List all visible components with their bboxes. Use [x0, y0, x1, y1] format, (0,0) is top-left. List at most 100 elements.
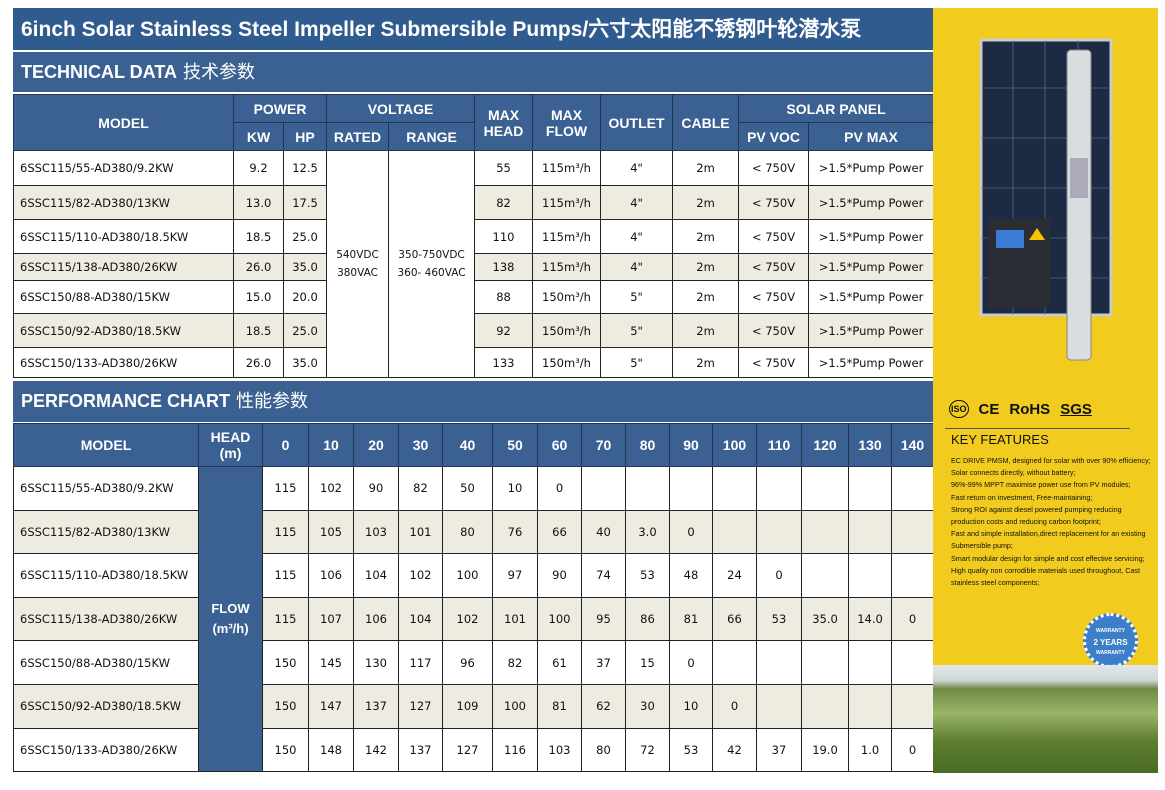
flow-value-cell [756, 509, 802, 555]
flow-value-cell: 66 [712, 596, 757, 642]
cell: 5" [600, 313, 674, 348]
col-model: MODEL [13, 94, 234, 151]
model-cell: 6SSC115/82-AD380/13KW [13, 509, 199, 555]
flow-value-cell: 37 [581, 640, 626, 685]
cell: < 750V [738, 313, 810, 348]
cell: < 750V [738, 219, 810, 254]
flow-value-cell: 107 [308, 596, 354, 642]
flow-value-cell [756, 640, 802, 685]
flow-value-cell: 104 [398, 596, 443, 642]
flow-value-cell: 109 [442, 683, 493, 729]
flow-value-cell: 95 [581, 596, 626, 642]
head-col: 60 [537, 423, 582, 467]
cell: 2m [672, 253, 740, 281]
flow-value-cell [801, 683, 849, 729]
flow-value-cell [669, 466, 713, 511]
cell: 150m³/h [532, 280, 602, 314]
flow-value-cell: 101 [398, 509, 443, 555]
cell: 6SSC115/110-AD380/18.5KW [13, 219, 234, 254]
certifications: ISO CE RoHS SGS [949, 400, 1092, 418]
head-col: 40 [442, 423, 493, 467]
feature-item: Smart modular design for simple and cost… [951, 553, 1145, 563]
head-col: 140 [891, 423, 934, 467]
flow-value-cell: 24 [712, 553, 757, 598]
cell: < 750V [738, 150, 810, 186]
flow-value-cell: 90 [537, 553, 582, 598]
cell: 5" [600, 347, 674, 378]
flow-value-cell: 61 [537, 640, 582, 685]
cell: < 750V [738, 347, 810, 378]
flow-value-cell: 0 [669, 640, 713, 685]
col-pv-voc: PV VOC [738, 122, 810, 151]
flow-value-cell [712, 640, 757, 685]
cell: 2m [672, 185, 740, 220]
flow-value-cell: 101 [492, 596, 538, 642]
flow-value-cell: 102 [308, 466, 354, 511]
flow-value-cell: 0 [891, 596, 934, 642]
perf-col-model: MODEL [13, 423, 199, 467]
rated-ac: 380VAC [337, 267, 378, 279]
model-cell: 6SSC115/138-AD380/26KW [13, 596, 199, 642]
flow-value-cell [801, 509, 849, 555]
warranty-bottom: WARRANTY [1096, 650, 1125, 656]
col-max-head: MAX HEAD [474, 94, 534, 151]
cell: 5" [600, 280, 674, 314]
flow-value-cell [891, 640, 934, 685]
rohs-logo: RoHS [1009, 400, 1051, 418]
flow-value-cell: 0 [712, 683, 757, 729]
feature-item: Fast return on investment, Free-maintain… [951, 492, 1093, 502]
flow-value-cell [891, 683, 934, 729]
cell: >1.5*Pump Power [808, 185, 935, 220]
performance-chart-heading: PERFORMANCE CHART 性能参数 [13, 381, 933, 422]
head-label: HEAD [210, 429, 251, 445]
cell: 2m [672, 280, 740, 314]
flow-value-cell: 0 [669, 509, 713, 555]
table-row: 6SSC115/82-AD380/13KW 13.0 17.5 82 115m³/h 4"… [13, 185, 935, 220]
head-col: 90 [669, 423, 713, 467]
flow-value-cell: 106 [308, 553, 354, 598]
feature-item: Solar connects directly, without battery… [951, 468, 1076, 478]
cell: >1.5*Pump Power [808, 219, 935, 254]
col-outlet: OUTLET [600, 94, 674, 151]
flow-value-cell [848, 553, 892, 598]
flow-value-cell: 80 [442, 509, 493, 555]
performance-heading-en: PERFORMANCE CHART [21, 391, 230, 411]
flow-value-cell: 14.0 [848, 596, 892, 642]
flow-value-cell: 137 [353, 683, 399, 729]
flow-value-cell: 106 [353, 596, 399, 642]
flow-value-cell: 30 [625, 683, 670, 729]
flow-value-cell: 147 [308, 683, 354, 729]
col-power: POWER [232, 94, 328, 123]
flow-value-cell: 100 [492, 683, 538, 729]
col-range: RANGE [388, 122, 476, 151]
cell: 115m³/h [532, 219, 602, 254]
cell: 18.5 [233, 219, 284, 254]
flow-value-cell [801, 553, 849, 598]
sgs-logo: SGS [1060, 400, 1092, 418]
flow-value-cell [801, 640, 849, 685]
rated-dc: 540VDC [336, 249, 379, 261]
flow-value-cell [625, 466, 670, 511]
technical-data-table: MODEL POWER VOLTAGE MAX HEAD MAX FLOW OU… [13, 94, 935, 378]
product-sidebar: ISO CE RoHS SGS KEY FEATURES EC DRIVE PM… [933, 8, 1158, 773]
col-voltage: VOLTAGE [326, 94, 476, 123]
table-row: 6SSC150/133-AD380/26KW 26.0 35.0 133 150m³/h… [13, 347, 935, 378]
cell: 150m³/h [532, 313, 602, 348]
rated-voltage-cell: 540VDC 380VAC [326, 150, 390, 378]
flow-value-cell [801, 466, 849, 511]
col-kw: KW [233, 122, 284, 151]
flow-label-cell: FLOW (m³/h) [198, 465, 263, 773]
feature-item: Strong ROI against diesel powered pumpin… [951, 504, 1122, 527]
flow-value-cell: 10 [669, 683, 713, 729]
flow-value-cell: 53 [625, 553, 670, 598]
flow-value-cell: 102 [398, 553, 443, 598]
flow-value-cell: 82 [492, 640, 538, 685]
flow-value-cell: 105 [308, 509, 354, 555]
cell: >1.5*Pump Power [808, 347, 935, 378]
irrigation-field-photo [933, 665, 1158, 773]
flow-value-cell: 80 [581, 727, 626, 773]
flow-value-cell: 115 [262, 509, 309, 555]
cell: 35.0 [282, 253, 328, 281]
key-features-list: EC DRIVE PMSM, designed for solar with o… [951, 455, 1151, 589]
flow-unit: (m³/h) [212, 621, 249, 637]
